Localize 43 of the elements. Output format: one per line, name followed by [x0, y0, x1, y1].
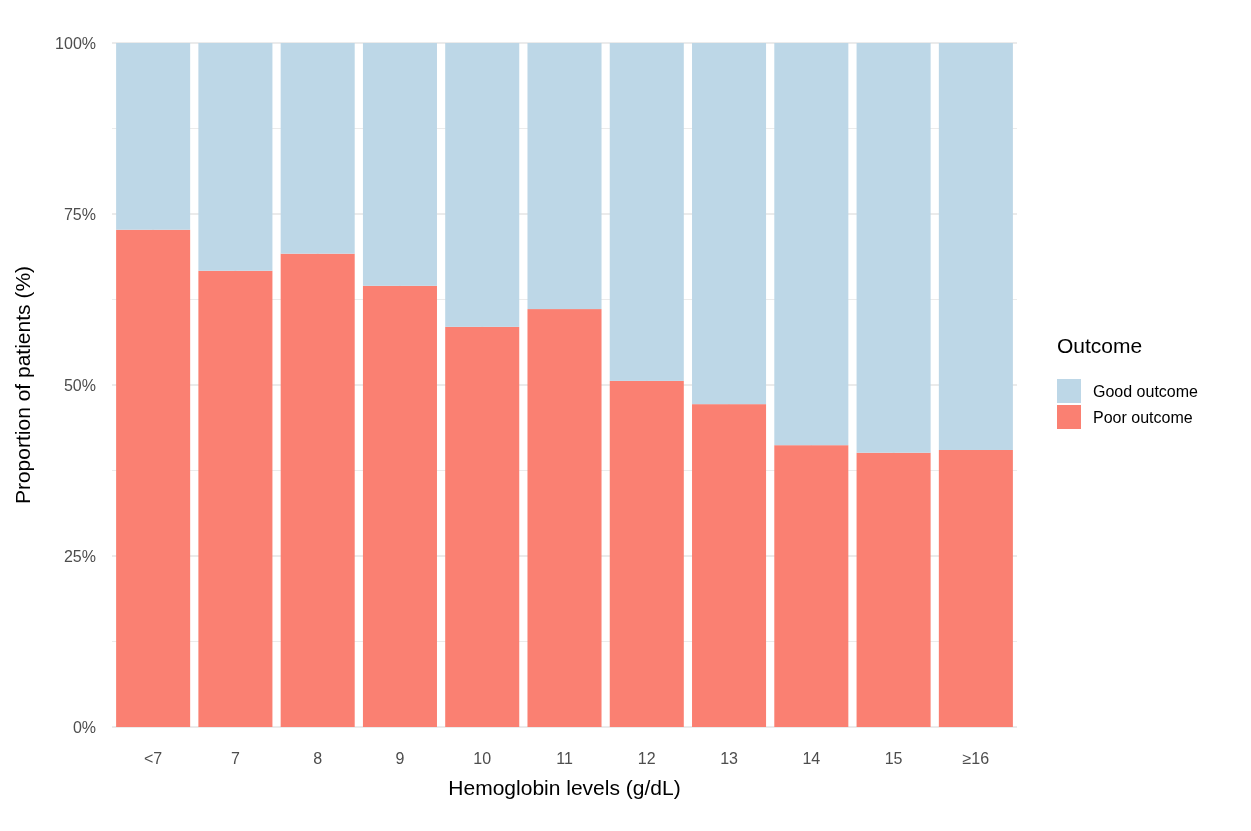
x-tick-label: 9 [395, 750, 405, 767]
bar [445, 43, 520, 327]
bar [527, 43, 602, 310]
bar [692, 404, 767, 727]
x-tick-label: 7 [230, 750, 240, 767]
bar [280, 253, 355, 727]
y-tick-label: 50% [63, 376, 96, 394]
bar [609, 380, 684, 727]
bar [116, 43, 191, 230]
x-tick-label: 11 [556, 750, 573, 767]
x-tick-label: 8 [313, 750, 323, 767]
bar [692, 43, 767, 405]
bar [856, 452, 931, 727]
bar [527, 309, 602, 727]
y-tick-label: 75% [63, 205, 96, 223]
bar [362, 285, 437, 727]
x-tick-label: 15 [884, 750, 903, 767]
legend-label: Poor outcome [1093, 408, 1193, 426]
legend-title: Outcome [1057, 334, 1143, 357]
y-tick-label: 25% [63, 547, 96, 565]
bar [856, 43, 931, 453]
x-tick-label: 14 [802, 750, 821, 767]
y-axis-title: Proportion of patients (%) [11, 265, 34, 505]
x-tick-label: 12 [637, 750, 656, 767]
bar [609, 43, 684, 381]
y-tick-label: 0% [72, 718, 96, 736]
bar [198, 43, 273, 271]
x-tick-label: ≥16 [962, 750, 990, 767]
bar [774, 43, 849, 446]
x-tick-label: 10 [473, 750, 492, 767]
bar [445, 326, 520, 727]
x-tick-label: 13 [720, 750, 739, 767]
bar [774, 445, 849, 727]
bar [362, 43, 437, 286]
bar [938, 449, 1013, 727]
bar [116, 229, 191, 727]
bar [198, 270, 273, 727]
y-tick-label: 100% [55, 34, 96, 52]
x-axis-title: Hemoglobin levels (g/dL) [448, 776, 681, 799]
x-tick-label: <7 [144, 750, 163, 767]
legend-label: Good outcome [1093, 382, 1199, 400]
bar [938, 43, 1013, 450]
bar [280, 43, 355, 254]
